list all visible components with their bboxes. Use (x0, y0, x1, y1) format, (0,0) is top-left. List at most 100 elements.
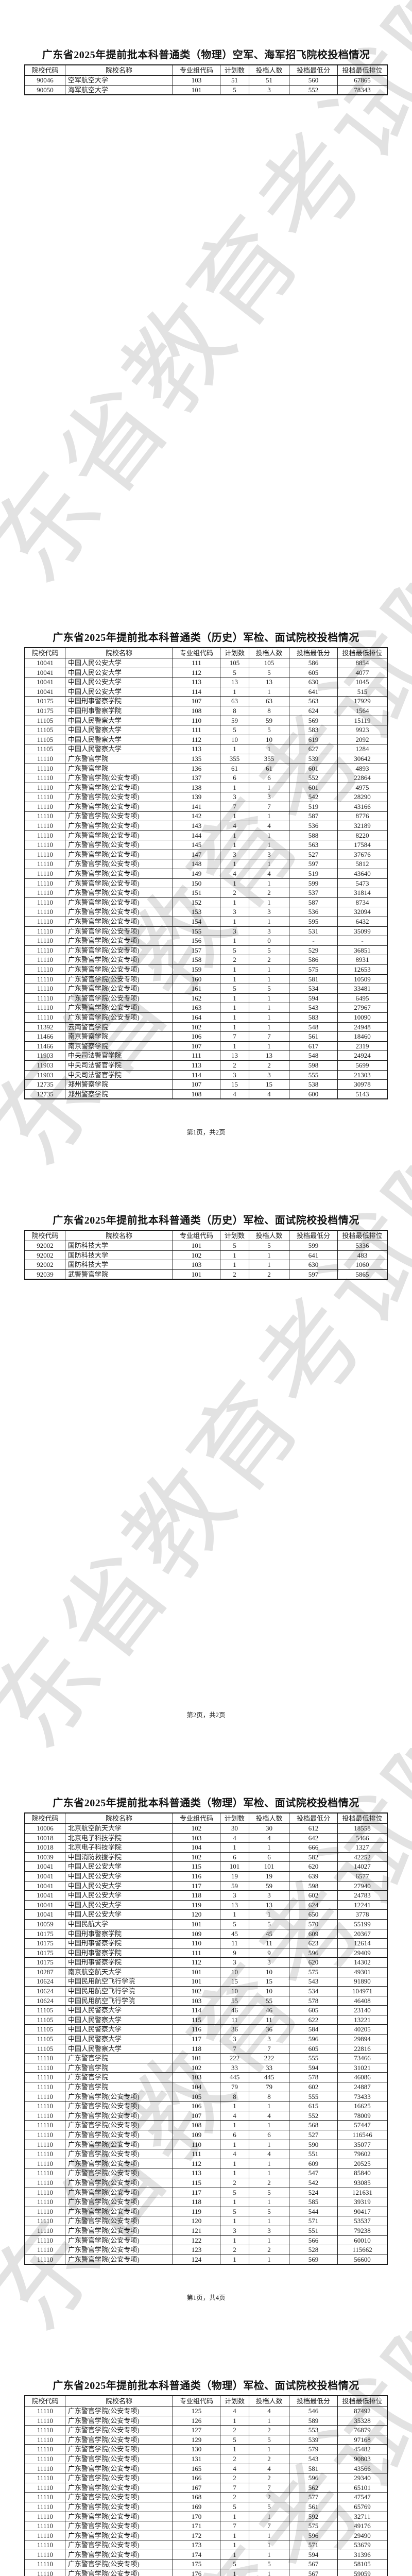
table-cell: 30978 (337, 1079, 388, 1090)
table-cell: 广东警官学院(公安专项) (65, 993, 173, 1004)
table-cell: 59 (249, 715, 289, 726)
header-row: 院校代码 院校名称 专业组代码 计划数 投档人数 投档最低分 投档最低排位 (24, 2395, 388, 2406)
table-row: 11110 广东警官学院(公安专项) 163 1 1 543 27967 (24, 1003, 388, 1013)
table-cell: 9 (220, 1947, 249, 1958)
table-row: 11110 广东警官学院 103 445 445 578 46086 (24, 2072, 388, 2083)
table-cell: 1 (249, 917, 289, 927)
table-row: 11110 广东警官学院(公安专项) 145 1 1 563 17584 (24, 840, 388, 850)
table-cell: 广东警官学院(公安专项) (65, 2091, 173, 2102)
table-cell: 60010 (337, 2235, 388, 2246)
table-cell: 33 (249, 2062, 289, 2073)
table-cell: 11110 (24, 955, 65, 965)
table-cell: 22816 (337, 2043, 388, 2054)
table-row: 11110 广东警官学院 135 355 355 539 30642 (24, 753, 388, 764)
table-cell: 42252 (337, 1852, 388, 1862)
table-cell: 32711 (337, 2511, 388, 2522)
table-row: 10175 中国刑事警察学院 112 3 3 620 14302 (24, 1957, 388, 1968)
table-cell: 11110 (24, 830, 65, 841)
table-cell: 1 (249, 1250, 289, 1261)
table-cell: 广东警官学院(公安专项) (65, 2406, 173, 2416)
table-cell: 11105 (24, 2043, 65, 2054)
table-cell: 601 (289, 763, 338, 774)
table-cell: 539 (289, 2434, 338, 2445)
table-cell: 123 (173, 2245, 220, 2255)
table-cell: 广东警官学院(公安专项) (65, 2540, 173, 2550)
table-cell: 广东警官学院 (65, 2072, 173, 2083)
table-cell: 524 (289, 2187, 338, 2198)
table-cell: 161 (173, 984, 220, 994)
table-cell: 11105 (24, 2034, 65, 2044)
table-cell: 620 (289, 1861, 338, 1872)
table-cell: 6 (249, 1852, 289, 1862)
table-cell: 11110 (24, 993, 65, 1004)
table-row: 10624 中国民用航空飞行学院 103 55 55 578 46408 (24, 1995, 388, 2006)
table-cell: 10041 (24, 677, 65, 687)
table-cell: 中国人民公安大学 (65, 1909, 173, 1920)
table-cell: 10624 (24, 1986, 65, 1996)
table-cell: 11903 (24, 1060, 65, 1071)
table-cell: 151 (173, 888, 220, 898)
table-cell: 国防科技大学 (65, 1241, 173, 1251)
table-cell: 0 (249, 936, 289, 946)
table-cell: 111 (173, 2149, 220, 2159)
table-row: 11110 广东警官学院(公安专项) 148 1 1 597 5812 (24, 859, 388, 870)
table-cell: 5 (220, 2206, 249, 2217)
table-cell: 广东警官学院(公安专项) (65, 2254, 173, 2265)
table-cell: 1 (249, 840, 289, 850)
table-cell: 102 (173, 2062, 220, 2073)
column-header: 专业组代码 (173, 647, 220, 658)
table-cell: 11110 (24, 2139, 65, 2150)
table-cell: 6432 (337, 917, 388, 927)
table-cell: 1 (249, 744, 289, 754)
table-cell: 8 (220, 705, 249, 716)
table-cell: 11110 (24, 907, 65, 918)
table-cell: 111 (173, 725, 220, 735)
table-cell: 11110 (24, 2406, 65, 2416)
table-cell: 广东警官学院 (65, 2053, 173, 2063)
table-cell: 1 (220, 859, 249, 870)
table-cell: 121631 (337, 2187, 388, 2198)
page-number: 第1页，共2页 (186, 1129, 226, 1136)
table-cell: 112 (173, 734, 220, 745)
table-cell: 33481 (337, 984, 388, 994)
table-cell: 7 (220, 1031, 249, 1042)
table-cell: 599 (289, 878, 338, 889)
table-cell: 中国人民公安大学 (65, 686, 173, 697)
table-cell: 543 (289, 1976, 338, 1987)
table-cell: 31396 (337, 2549, 388, 2560)
table-cell: 5336 (337, 1241, 388, 1251)
table-cell: 529 (289, 945, 338, 956)
table-cell: 17584 (337, 840, 388, 850)
table-cell: 90803 (337, 2453, 388, 2464)
table-cell: 112 (173, 2158, 220, 2169)
table-cell: 11110 (24, 2062, 65, 2073)
table-cell: 2 (220, 2245, 249, 2255)
table-cell: 海军航空大学 (65, 84, 173, 95)
table-cell: 119 (173, 2206, 220, 2217)
table-cell: 561 (289, 1031, 338, 1042)
table-cell: 605 (289, 667, 338, 678)
table-cell: 广东警官学院(公安专项) (65, 1012, 173, 1023)
table-row: 11110 广东警官学院(公安专项) 143 4 4 536 32189 (24, 821, 388, 831)
table-cell: 157 (173, 945, 220, 956)
table-cell: 10059 (24, 1919, 65, 1929)
table-cell: 4077 (337, 667, 388, 678)
table-cell: 13221 (337, 2014, 388, 2025)
table-cell: 13 (220, 1900, 249, 1910)
column-header: 投档最低分 (289, 647, 338, 658)
column-header: 投档人数 (249, 647, 289, 658)
table-cell: 5 (249, 2187, 289, 2198)
table-cell: 31021 (337, 2062, 388, 2073)
table-row: 11110 广东警官学院 136 61 61 601 4893 (24, 763, 388, 774)
table-cell: 615 (289, 2101, 338, 2111)
table-cell: 3 (249, 1070, 289, 1080)
table-cell: 广东警官学院(公安专项) (65, 2453, 173, 2464)
table-cell: 1 (220, 974, 249, 985)
table-cell: 5 (249, 2206, 289, 2217)
table-cell: 4 (249, 2463, 289, 2474)
table-cell: 111 (173, 658, 220, 668)
table-cell: 113 (173, 744, 220, 754)
table-cell: - (337, 936, 388, 946)
table-cell: 1 (249, 2540, 289, 2550)
table-cell: 10041 (24, 658, 65, 668)
